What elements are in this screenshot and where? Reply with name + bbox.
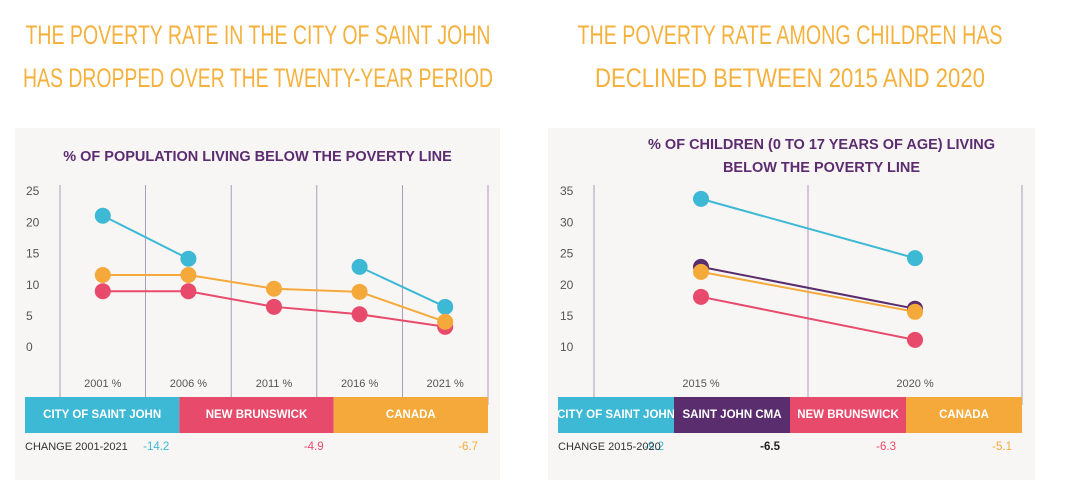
- legend-swatch: [906, 397, 1022, 433]
- x-tick-label: 2021 %: [427, 378, 465, 390]
- legend-label: CANADA: [386, 409, 436, 421]
- legend-label: CITY OF SAINT JOHN: [43, 409, 161, 421]
- legend-swatch: [179, 397, 334, 433]
- legend-label: NEW BRUNSWICK: [206, 409, 308, 421]
- y-tick-label: 35: [560, 184, 574, 198]
- change-value: -5.1: [992, 441, 1012, 453]
- series-line: [700, 197, 916, 260]
- data-point: [180, 250, 197, 267]
- series-line: [102, 214, 446, 308]
- data-point: [351, 258, 368, 275]
- legend-swatch: [674, 397, 790, 433]
- data-point: [266, 280, 282, 297]
- data-point: [94, 207, 111, 224]
- series-line: [700, 295, 916, 341]
- data-point: [94, 283, 111, 300]
- x-tick-label: 2016 %: [341, 378, 379, 390]
- headline: DECLINED BETWEEN 2015 AND 2020: [595, 63, 985, 93]
- y-tick-label: 30: [560, 215, 574, 229]
- chart-title: % OF POPULATION LIVING BELOW THE POVERTY…: [63, 149, 452, 165]
- data-point: [907, 331, 923, 348]
- headline: THE POVERTY RATE IN THE CITY OF SAINT JO…: [26, 20, 491, 50]
- change-value: -4.9: [304, 441, 324, 453]
- x-tick-label: 2001 %: [84, 378, 122, 390]
- y-tick-label: 25: [26, 184, 40, 198]
- y-tick-label: 0: [26, 340, 33, 354]
- y-tick-label: 15: [26, 247, 40, 261]
- data-point: [693, 190, 709, 207]
- change-label: CHANGE 2015-2020: [558, 441, 661, 453]
- change-value: -6.5: [760, 441, 780, 453]
- y-tick-label: 25: [560, 247, 574, 261]
- change-value: -9.2: [644, 441, 664, 453]
- data-point: [94, 266, 111, 283]
- series-line: [700, 265, 916, 310]
- y-tick-label: 20: [26, 215, 40, 229]
- change-value: -6.3: [876, 441, 896, 453]
- data-point: [351, 283, 368, 300]
- data-point: [351, 306, 368, 323]
- legend-swatch: [333, 397, 488, 433]
- y-tick-label: 20: [560, 278, 574, 292]
- y-tick-label: 15: [560, 309, 574, 323]
- data-point: [437, 298, 454, 315]
- x-tick-label: 2015 %: [682, 378, 720, 390]
- y-tick-label: 10: [26, 278, 40, 292]
- legend-label: NEW BRUNSWICK: [797, 409, 899, 421]
- legend-label: SAINT JOHN CMA: [682, 409, 781, 421]
- data-point: [437, 313, 454, 330]
- change-value: -6.7: [458, 441, 478, 453]
- legend-swatch: [25, 397, 180, 433]
- data-point: [907, 303, 923, 320]
- chart-title: BELOW THE POVERTY LINE: [723, 160, 920, 176]
- x-tick-label: 2006 %: [170, 378, 208, 390]
- data-point: [266, 298, 282, 315]
- legend-label: CITY OF SAINT JOHN: [557, 409, 675, 421]
- headline: HAS DROPPED OVER THE TWENTY-YEAR PERIOD: [23, 63, 493, 93]
- data-point: [180, 283, 197, 300]
- chart-title: % OF CHILDREN (0 TO 17 YEARS OF AGE) LIV…: [648, 137, 995, 153]
- series-line: [700, 270, 916, 313]
- legend-swatch: [558, 397, 674, 433]
- x-tick-label: 2020 %: [896, 378, 934, 390]
- data-point: [693, 288, 709, 305]
- x-tick-label: 2011 %: [256, 378, 293, 390]
- change-label: CHANGE 2001-2021: [25, 441, 128, 453]
- data-point: [907, 250, 923, 267]
- data-point: [180, 266, 197, 283]
- data-point: [693, 263, 709, 280]
- y-tick-label: 5: [26, 309, 33, 323]
- change-value: -14.2: [143, 441, 169, 453]
- headline: THE POVERTY RATE AMONG CHILDREN HAS: [578, 20, 1003, 50]
- legend-label: CANADA: [939, 409, 989, 421]
- legend-swatch: [790, 397, 906, 433]
- y-tick-label: 10: [560, 340, 574, 354]
